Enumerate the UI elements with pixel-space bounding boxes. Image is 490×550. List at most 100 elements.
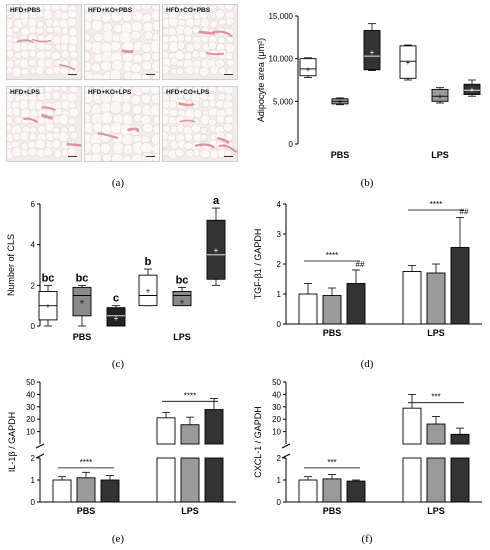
y-tick-label: 3: [277, 230, 282, 239]
caption-d: (d): [360, 358, 374, 370]
adipocyte-cell: [35, 50, 47, 60]
x-category-label: PBS: [331, 150, 350, 160]
bar: [402, 407, 422, 445]
stain-streak: [179, 119, 196, 123]
caption-c: (c): [111, 358, 125, 370]
adipocyte-cell: [163, 139, 169, 148]
y-tick-label: 30: [272, 403, 281, 412]
adipocyte-cell: [201, 100, 210, 108]
adipocyte-cell: [200, 17, 210, 28]
axis-break-mark: [35, 453, 45, 459]
adipocyte-cell: [100, 60, 112, 71]
axis-break-mark: [281, 453, 291, 459]
adipocyte-cell: [109, 69, 122, 79]
adipocyte-cell: [90, 63, 101, 72]
adipocyte-cell: [184, 132, 193, 142]
bar: [52, 479, 72, 503]
adipocyte-cell: [151, 51, 159, 61]
adipocyte-cell: [85, 61, 92, 72]
adipocyte-cell: [110, 122, 123, 134]
bar: [204, 409, 224, 445]
bar-lower-segment: [156, 457, 176, 503]
scale-bar: [146, 74, 155, 75]
micrograph-label: HFD+CO+LPS: [166, 89, 210, 96]
box: [299, 58, 317, 77]
adipocyte-cell: [90, 153, 102, 161]
adipocyte-cell: [199, 149, 211, 159]
mean-marker: +: [370, 48, 375, 57]
y-axis-label: Adipocyte area (μm²): [256, 38, 266, 122]
y-tick-label: 50: [26, 378, 35, 387]
adipocyte-cell: [169, 140, 179, 150]
adipocyte-cell: [50, 51, 62, 60]
mean-marker: +: [214, 246, 219, 255]
adipocyte-cell: [68, 35, 78, 46]
significance-label: ***: [327, 458, 336, 467]
adipocyte-cell: [91, 19, 104, 32]
adipocyte-cell: [130, 30, 141, 41]
adipocyte-cell: [99, 102, 112, 113]
cxcl-1-chart: 0 1 2 10 20 30 40 50 CXCL-1 / GAPDH PBS LPS *** ***: [246, 374, 490, 530]
micrograph-panel: HFD+PBS HFD+KO+PBS HFD+CO+PBS HFD+LPS HFD+KO…: [6, 4, 238, 164]
y-axis-label: CXCL-1 / GAPDH: [253, 406, 263, 478]
adipocyte-cell: [122, 113, 134, 126]
significance-label: ****: [430, 200, 442, 209]
micrograph-label: HFD+KO+PBS: [88, 7, 133, 14]
adipocyte-cell: [168, 108, 178, 117]
x-category-label: PBS: [323, 506, 342, 516]
adipocyte-cell: [11, 66, 22, 78]
adipocyte-cell: [67, 117, 77, 125]
mean-marker: +: [180, 298, 185, 307]
bar: [322, 295, 342, 325]
adipocyte-cell: [59, 43, 69, 52]
y-tick-label: 10: [272, 428, 281, 437]
adipocyte-cell: [50, 5, 62, 12]
adipocyte-cell: [129, 95, 142, 105]
adipocyte-cell: [224, 107, 234, 116]
scale-bar: [224, 156, 233, 157]
adipocyte-cell: [199, 66, 210, 77]
adipocyte-cell: [152, 115, 159, 125]
adipocyte-cell: [52, 26, 62, 34]
y-tick-label: 20: [272, 415, 281, 424]
x-category-label: LPS: [173, 332, 191, 342]
significance-label: ****: [80, 458, 92, 467]
bar: [346, 283, 366, 325]
adipocyte-cell: [218, 18, 227, 26]
y-tick-label: 0: [277, 498, 282, 507]
adipocyte-cell: [18, 87, 29, 94]
adipocyte-cell: [19, 58, 29, 69]
adipocyte-cell: [18, 99, 29, 111]
box: [138, 274, 158, 307]
bar: [180, 424, 200, 445]
significance-letter: bc: [76, 272, 89, 284]
adipocyte-cell: [70, 131, 78, 140]
adipocyte-cell: [93, 32, 104, 42]
bar-lower-segment: [180, 457, 200, 503]
adipocyte-cell: [43, 43, 53, 51]
y-axis-label: Number of CLS: [6, 234, 16, 296]
adipocyte-cell: [91, 72, 104, 79]
adipocyte-cell: [43, 147, 53, 157]
adipocyte-cell: [149, 87, 159, 95]
box: [431, 88, 449, 102]
adipocyte-cell: [168, 100, 177, 110]
box: [463, 83, 481, 95]
adipocyte-cell: [51, 139, 61, 149]
micrograph-tile: HFD+LPS: [6, 86, 82, 162]
adipocyte-cell: [35, 101, 45, 111]
stain-streak: [16, 39, 34, 44]
bar-lower-segment: [204, 457, 224, 503]
stain-streak: [205, 51, 224, 56]
micrograph-tile: HFD+KO+LPS: [84, 86, 160, 162]
adipocyte-cell: [68, 67, 78, 76]
x-category-label: PBS: [73, 332, 92, 342]
adipocyte-cell: [142, 123, 154, 133]
bar: [322, 478, 342, 503]
adipocyte-cell: [151, 143, 159, 154]
y-axis-label: TGF-β1 / GAPDH: [253, 229, 263, 300]
mean-marker: +: [338, 97, 343, 106]
adipocyte-cell: [184, 34, 193, 43]
adipocyte-cell: [69, 50, 78, 60]
adipocyte-cell: [152, 124, 159, 134]
